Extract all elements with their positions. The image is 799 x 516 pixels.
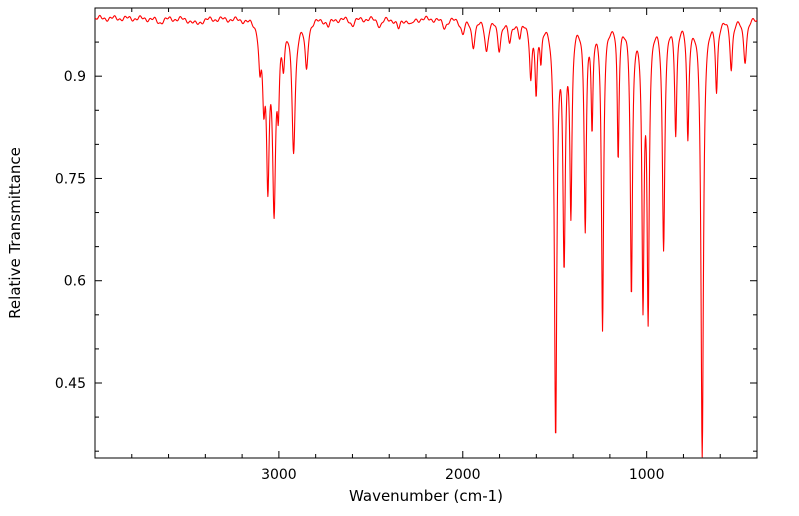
y-tick-label: 0.9: [64, 69, 86, 85]
axis-ticks: [95, 8, 757, 458]
y-tick-label: 0.75: [55, 171, 86, 187]
x-axis-label: Wavenumber (cm-1): [349, 487, 503, 505]
plot-border: [94, 7, 758, 459]
y-tick-label: 0.45: [55, 376, 86, 392]
spectrum-line-group: [95, 14, 757, 458]
x-tick-label: 2000: [445, 467, 481, 483]
x-tick-label: 3000: [261, 467, 297, 483]
y-tick-label: 0.6: [64, 274, 86, 290]
x-tick-label: 1000: [629, 467, 665, 483]
axis-tick-labels: 3000 2000 1000 0.9 0.75 0.6 0.45: [55, 69, 665, 483]
spectrum-line: [95, 14, 757, 458]
y-axis-label: Relative Transmittance: [6, 147, 24, 319]
plot-frame: [94, 7, 758, 459]
